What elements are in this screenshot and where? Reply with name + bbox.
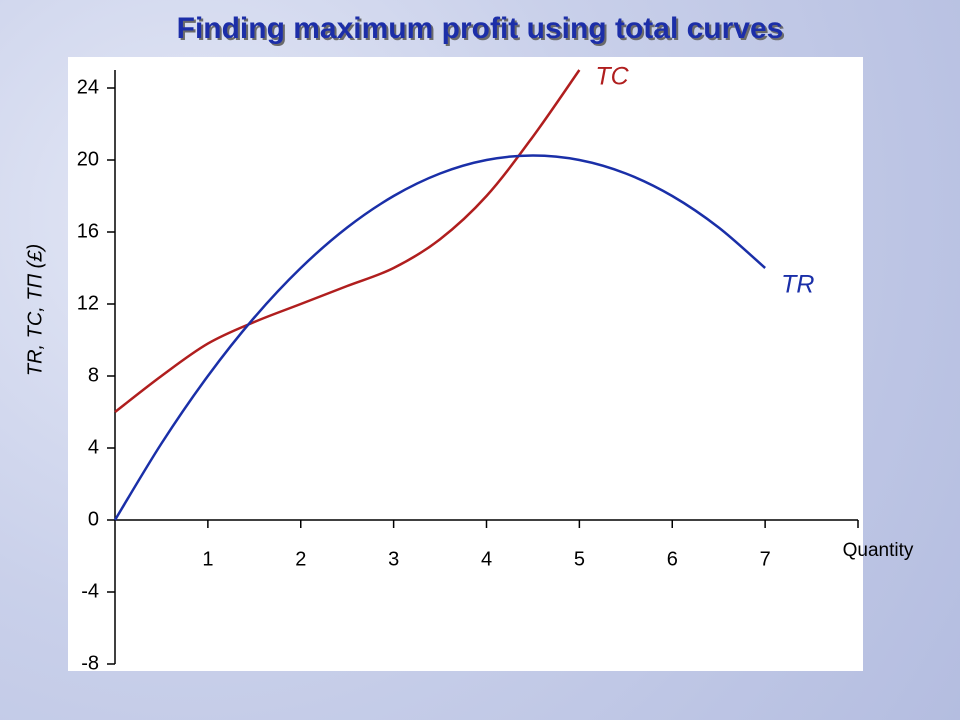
y-tick-label: 16 <box>77 220 99 242</box>
x-axis-label: Quantity <box>843 540 914 561</box>
series-line <box>114 69 581 413</box>
x-tick-label: 1 <box>202 548 213 570</box>
x-tick-label: 5 <box>574 548 585 570</box>
plot-background <box>68 57 863 671</box>
y-axis-label: TR, TC, TΠ (£) <box>24 244 46 376</box>
y-tick-label: 0 <box>88 508 99 530</box>
series-label: TC <box>595 63 629 91</box>
chart-title: Finding maximum profit using total curve… <box>177 12 784 45</box>
series-label: TR <box>781 271 814 299</box>
x-tick-label: 4 <box>481 548 492 570</box>
x-tick-label: 6 <box>667 548 678 570</box>
x-tick-label: 3 <box>388 548 399 570</box>
x-tick-label: 7 <box>760 548 771 570</box>
y-tick-label: -8 <box>81 652 99 674</box>
y-tick-label: 8 <box>88 364 99 386</box>
x-tick-label: 2 <box>295 548 306 570</box>
y-tick-label: -4 <box>81 580 99 602</box>
y-tick-label: 20 <box>77 148 99 170</box>
series-line <box>113 154 766 521</box>
y-tick-label: 24 <box>77 76 99 98</box>
y-tick-label: 12 <box>77 292 99 314</box>
y-tick-label: 4 <box>88 436 99 458</box>
